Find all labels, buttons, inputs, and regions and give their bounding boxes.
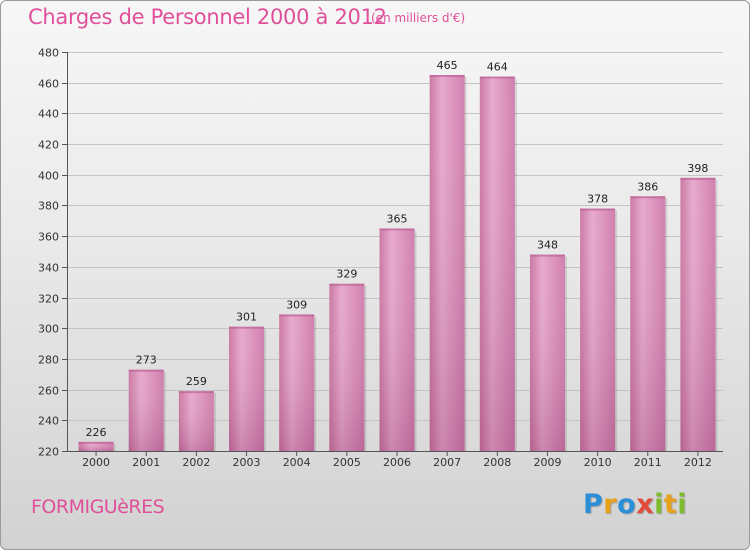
y-tick-label: 220 — [38, 446, 59, 459]
logo-letter: x — [636, 489, 655, 520]
x-tick-label: 2009 — [533, 456, 561, 469]
logo-letter: o — [617, 489, 637, 520]
y-tick-label: 380 — [38, 200, 59, 213]
bar-top-edge — [279, 314, 315, 317]
value-label: 464 — [487, 61, 508, 74]
bar-shade — [178, 391, 214, 451]
bar-shade — [529, 254, 565, 451]
value-label: 465 — [437, 59, 458, 72]
bar-shade — [279, 314, 315, 451]
x-tick-label: 2000 — [82, 456, 110, 469]
commune-name: FORMIGUèRES — [31, 496, 165, 518]
value-label: 348 — [537, 239, 558, 252]
bar-top-edge — [580, 208, 616, 211]
value-label: 378 — [587, 193, 608, 206]
y-tick-label: 260 — [38, 385, 59, 398]
value-label: 259 — [186, 375, 207, 388]
bar-shade — [429, 75, 465, 452]
x-tick-label: 2008 — [483, 456, 511, 469]
x-tick-label: 2003 — [233, 456, 261, 469]
bar-shade — [479, 76, 515, 452]
x-tick-label: 2012 — [684, 456, 712, 469]
bar-top-edge — [178, 391, 214, 394]
bar-shade — [329, 283, 365, 451]
y-tick-label: 460 — [38, 78, 59, 91]
y-tick-label: 420 — [38, 139, 59, 152]
logo-letter: t — [663, 489, 678, 520]
bar-shade — [580, 208, 616, 451]
y-tick-label: 360 — [38, 231, 59, 244]
bar-shade — [680, 177, 716, 452]
x-tick-label: 2001 — [132, 456, 160, 469]
bar-top-edge — [429, 75, 465, 78]
y-tick-label: 400 — [38, 170, 59, 183]
bar-shade — [379, 228, 415, 451]
y-tick-label: 320 — [38, 293, 59, 306]
bar-top-edge — [329, 283, 365, 286]
bar-shade — [78, 441, 114, 451]
chart-title: Charges de Personnel 2000 à 2012 — [28, 5, 387, 29]
value-label: 301 — [236, 311, 257, 324]
value-label: 273 — [136, 354, 157, 367]
bar-shade — [630, 196, 666, 451]
x-tick-label: 2011 — [634, 456, 662, 469]
bar-top-edge — [479, 76, 515, 79]
x-tick-label: 2006 — [383, 456, 411, 469]
logo-letter: i — [654, 489, 664, 520]
y-tick-label: 280 — [38, 354, 59, 367]
x-tick-label: 2004 — [283, 456, 311, 469]
y-tick-label: 440 — [38, 108, 59, 121]
bar-top-edge — [630, 196, 666, 199]
logo-letter: P — [583, 489, 604, 520]
x-tick-label: 2002 — [182, 456, 210, 469]
value-label: 329 — [336, 268, 357, 281]
value-label: 398 — [687, 162, 708, 175]
value-label: 226 — [86, 426, 107, 439]
value-label: 386 — [637, 180, 658, 193]
x-tick-label: 2010 — [584, 456, 612, 469]
y-tick-label: 340 — [38, 262, 59, 275]
bar-top-edge — [78, 441, 114, 444]
bar-top-edge — [379, 228, 415, 231]
value-label: 365 — [387, 212, 408, 225]
bar-top-edge — [128, 369, 164, 372]
value-label: 309 — [286, 298, 307, 311]
x-tick-label: 2007 — [433, 456, 461, 469]
bar-shade — [229, 326, 265, 451]
y-tick-label: 480 — [38, 47, 59, 60]
bar-top-edge — [680, 177, 716, 180]
logo-letter: r — [603, 489, 618, 520]
bar-shade — [128, 369, 164, 451]
chart-subtitle: (en milliers d'€) — [371, 11, 466, 25]
logo-letter: i — [677, 489, 688, 520]
x-tick-label: 2005 — [333, 456, 361, 469]
y-tick-label: 240 — [38, 415, 59, 428]
bar-top-edge — [229, 326, 265, 329]
proxiti-logo[interactable]: Proxiti — [583, 489, 687, 520]
y-tick-label: 300 — [38, 323, 59, 336]
bar-top-edge — [529, 254, 565, 257]
